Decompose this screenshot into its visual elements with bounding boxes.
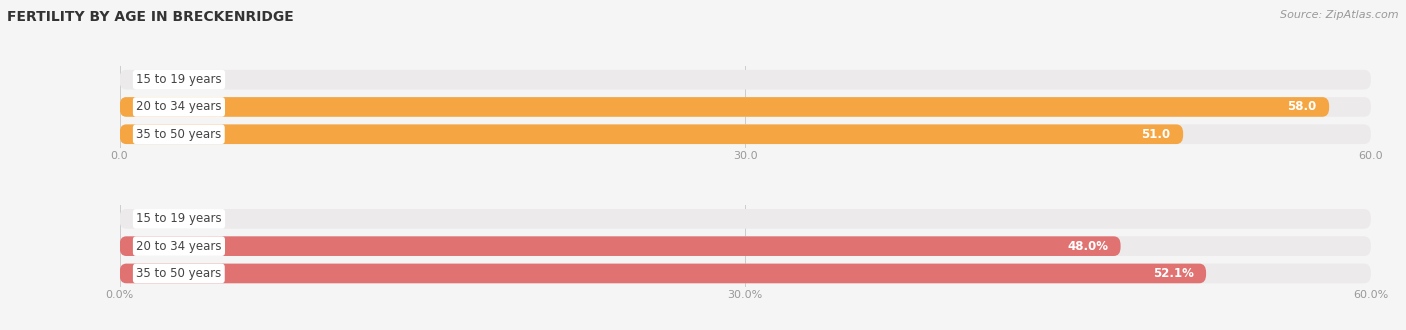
Text: 58.0: 58.0 — [1288, 100, 1316, 114]
FancyBboxPatch shape — [120, 124, 1371, 144]
Text: 51.0: 51.0 — [1142, 128, 1171, 141]
Text: 15 to 19 years: 15 to 19 years — [136, 213, 222, 225]
Text: Source: ZipAtlas.com: Source: ZipAtlas.com — [1281, 10, 1399, 20]
Text: FERTILITY BY AGE IN BRECKENRIDGE: FERTILITY BY AGE IN BRECKENRIDGE — [7, 10, 294, 24]
Text: 52.1%: 52.1% — [1153, 267, 1194, 280]
Text: 20 to 34 years: 20 to 34 years — [136, 100, 222, 114]
FancyBboxPatch shape — [120, 264, 1206, 283]
FancyBboxPatch shape — [120, 70, 1371, 89]
FancyBboxPatch shape — [120, 236, 1371, 256]
Text: 20 to 34 years: 20 to 34 years — [136, 240, 222, 253]
FancyBboxPatch shape — [120, 264, 1371, 283]
Text: 0.0: 0.0 — [153, 73, 172, 86]
FancyBboxPatch shape — [120, 124, 1182, 144]
Text: 15 to 19 years: 15 to 19 years — [136, 73, 222, 86]
FancyBboxPatch shape — [120, 97, 1329, 117]
Text: 35 to 50 years: 35 to 50 years — [136, 128, 221, 141]
Text: 48.0%: 48.0% — [1067, 240, 1108, 253]
FancyBboxPatch shape — [120, 236, 1121, 256]
Text: 0.0%: 0.0% — [153, 213, 183, 225]
Text: 35 to 50 years: 35 to 50 years — [136, 267, 221, 280]
FancyBboxPatch shape — [120, 97, 1371, 117]
FancyBboxPatch shape — [120, 209, 1371, 229]
